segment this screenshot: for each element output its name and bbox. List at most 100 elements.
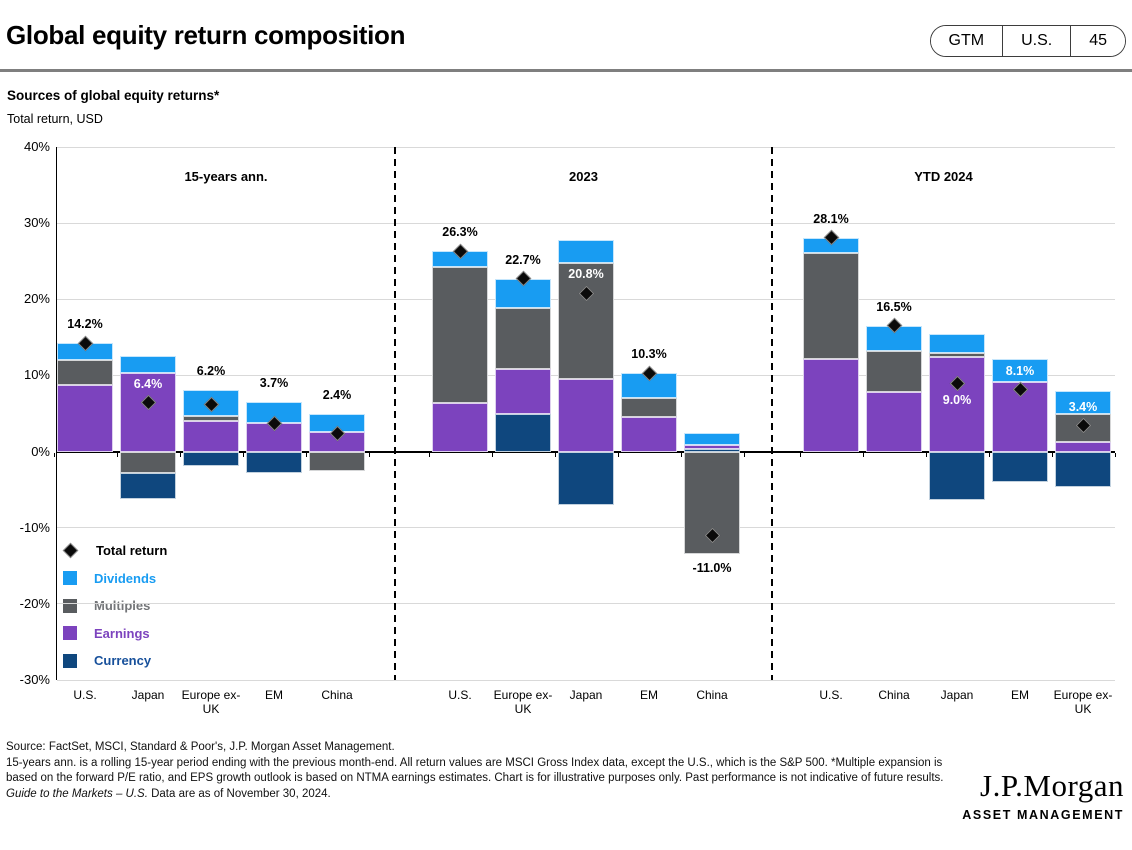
segment-earnings	[803, 359, 859, 452]
segment-multiples	[621, 397, 677, 417]
x-axis-category-label: China	[878, 688, 910, 702]
badge-region[interactable]: U.S.	[1002, 26, 1071, 56]
segment-earnings	[558, 379, 614, 452]
jpmorgan-logo: J.P.Morgan ASSET MANAGEMENT	[962, 768, 1124, 822]
legend-item-earnings: Earnings	[63, 620, 167, 648]
zero-axis-tick	[116, 452, 118, 457]
gridline	[57, 679, 1115, 681]
group-title: 2023	[569, 169, 598, 184]
y-axis-tick-label: -20%	[19, 595, 50, 611]
zero-axis-tick	[179, 452, 181, 457]
segment-currency	[992, 451, 1048, 483]
segment-earnings	[621, 416, 677, 452]
multiples-legend-swatch	[63, 598, 77, 613]
segment-multiples	[929, 353, 985, 358]
bar-total-label: 16.5%	[876, 299, 912, 314]
badge-gtm[interactable]: GTM	[930, 26, 1003, 56]
segment-multiples	[495, 307, 551, 370]
footnote: Source: FactSet, MSCI, Standard & Poor's…	[6, 740, 950, 802]
segment-earnings	[57, 384, 113, 452]
segment-multiples	[558, 263, 614, 380]
header-divider	[0, 69, 1132, 72]
segment-multiples	[183, 415, 239, 422]
segment-earnings	[866, 392, 922, 452]
segment-dividends	[684, 433, 740, 446]
zero-axis-tick	[799, 452, 801, 457]
segment-multiples	[120, 451, 176, 473]
x-axis-category-label: China	[696, 688, 728, 702]
x-axis-category-label: U.S.	[819, 688, 843, 702]
page-title: Global equity return composition	[6, 20, 406, 50]
y-axis-tick-label: -10%	[19, 519, 50, 535]
zero-axis-tick	[242, 452, 244, 457]
period-separator	[394, 147, 396, 680]
segment-multiples	[432, 267, 488, 403]
group-title: 15-years ann.	[184, 169, 268, 184]
zero-axis-tick	[862, 452, 864, 457]
segment-currency	[929, 451, 985, 501]
legend-label: Multiples	[94, 598, 151, 614]
segment-earnings	[684, 445, 740, 449]
legend-label: Earnings	[94, 625, 150, 641]
zero-axis-tick	[743, 452, 745, 457]
segment-currency	[246, 451, 302, 473]
bar-total-label: 26.3%	[442, 225, 478, 240]
currency-legend-swatch	[63, 653, 77, 668]
stacked-bar-chart: Total return Dividends Multiples Earnings Cu…	[0, 135, 1132, 735]
plot-area: Total return Dividends Multiples Earnings Cu…	[53, 146, 1116, 681]
badge-page-number[interactable]: 45	[1070, 26, 1125, 56]
footnote-gtm-italic: Guide to the Markets – U.S.	[6, 787, 148, 800]
x-axis-category-label: U.S.	[448, 688, 472, 702]
x-axis-category-label: EM	[265, 688, 283, 702]
segment-currency	[183, 451, 239, 467]
zero-axis-tick	[368, 452, 370, 457]
segment-earnings	[495, 369, 551, 415]
legend-label: Dividends	[94, 570, 157, 586]
chart-subtitle: Total return, USD	[7, 112, 103, 126]
y-axis-line	[55, 147, 57, 680]
legend-item-dividends: Dividends	[63, 565, 167, 593]
chart-legend: Total return Dividends Multiples Earnings Cu…	[62, 537, 168, 675]
segment-earnings	[432, 402, 488, 452]
zero-axis-tick	[1114, 452, 1116, 457]
x-axis-category-label: Japan	[569, 688, 603, 702]
segment-currency	[120, 472, 176, 499]
x-axis-category-label: EM	[640, 688, 658, 702]
chart-title: Sources of global equity returns*	[7, 88, 220, 103]
bar-total-label: 6.2%	[196, 363, 226, 378]
bar-total-label: 22.7%	[505, 252, 541, 267]
y-axis-tick-label: 10%	[23, 367, 50, 383]
segment-earnings	[183, 421, 239, 452]
segment-currency	[1055, 451, 1111, 487]
dividends-legend-swatch	[63, 571, 77, 586]
zero-axis-tick	[491, 452, 493, 457]
zero-axis-tick	[53, 452, 55, 457]
zero-axis-tick	[988, 452, 990, 457]
zero-axis-tick	[554, 452, 556, 457]
x-axis-category-label: China	[321, 688, 353, 702]
segment-dividends	[929, 334, 985, 354]
x-axis-category-label: Europe ex-UK	[493, 688, 553, 716]
y-axis-tick-label: -30%	[19, 672, 50, 687]
footnote-gtm: Guide to the Markets – U.S. Data are as …	[6, 787, 950, 803]
x-axis-category-label: Japan	[940, 688, 974, 702]
segment-dividends	[558, 239, 614, 264]
bar-total-label: 8.1%	[1005, 363, 1035, 378]
x-axis-category-label: Europe ex-UK	[1053, 688, 1113, 716]
bar-total-label: 14.2%	[67, 317, 103, 332]
gridline	[57, 222, 1115, 224]
bar-total-label: 9.0%	[942, 393, 972, 408]
y-axis-tick-label: 30%	[23, 215, 50, 231]
bar-total-label: 10.3%	[631, 347, 667, 362]
zero-axis-tick	[1051, 452, 1053, 457]
period-separator	[771, 147, 773, 680]
legend-item-multiples: Multiples	[63, 592, 167, 620]
legend-label: Total return	[96, 543, 168, 559]
bar-total-label: 20.8%	[568, 267, 604, 282]
segment-dividends	[992, 359, 1048, 382]
total_return-legend-diamond-icon	[62, 542, 79, 559]
segment-earnings	[1055, 442, 1111, 452]
bar-total-label: -11.0%	[692, 560, 732, 575]
group-title: YTD 2024	[914, 169, 973, 184]
